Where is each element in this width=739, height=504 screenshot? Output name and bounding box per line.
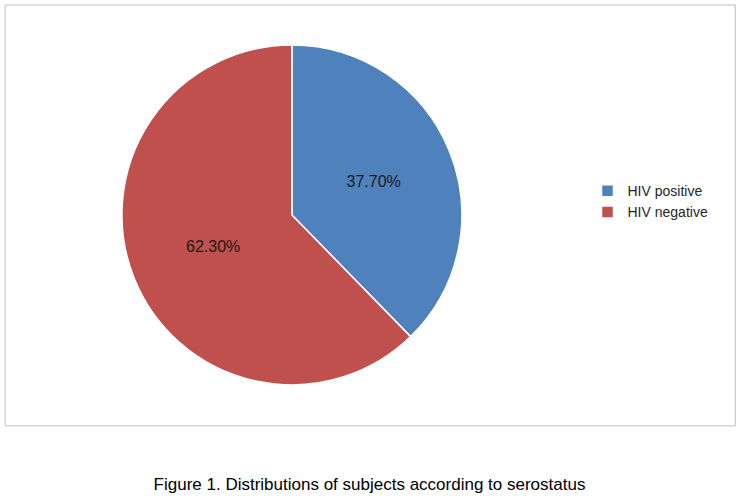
- svg-text:HIV positive: HIV positive: [628, 183, 703, 199]
- svg-text:62.30%: 62.30%: [186, 238, 240, 255]
- svg-text:37.70%: 37.70%: [347, 173, 401, 190]
- svg-text:Figure 1. Distributions of sub: Figure 1. Distributions of subjects acco…: [154, 475, 586, 494]
- svg-text:HIV negative: HIV negative: [628, 204, 708, 220]
